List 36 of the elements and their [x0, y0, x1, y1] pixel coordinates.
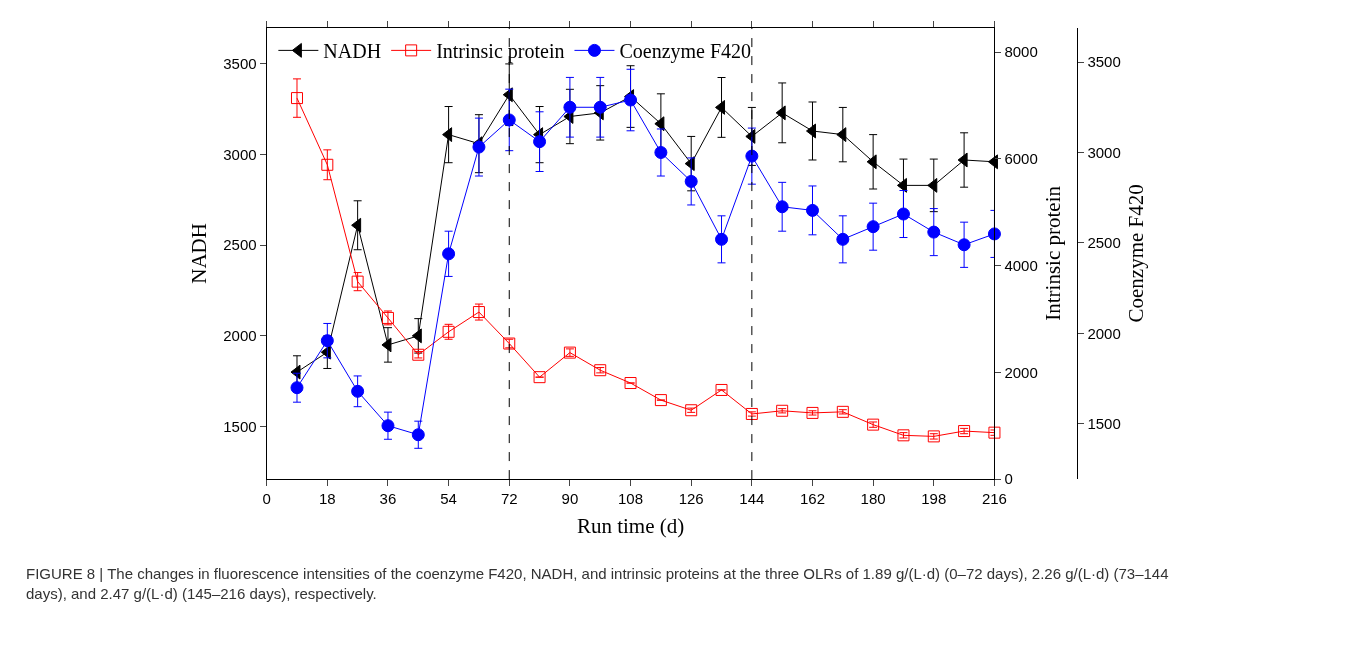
y-tick-label: 2000: [223, 327, 257, 345]
x-tick-label: 72: [500, 490, 518, 508]
legend-label: Coenzyme F420: [619, 40, 752, 64]
x-tick-label: 108: [618, 490, 644, 508]
y2-axis-title: Intrinsic protein: [1041, 185, 1066, 321]
legend-label: Intrinsic protein: [436, 40, 565, 64]
legend-label: NADH: [323, 40, 382, 63]
y3-tick-label: 3500: [1087, 53, 1121, 71]
y-tick-label: 2500: [223, 236, 257, 254]
y2-tick-label: 4000: [1004, 256, 1038, 274]
x-tick-label: 36: [379, 490, 397, 508]
x-tick-label: 180: [860, 490, 886, 508]
y3-tick-label: 2000: [1087, 324, 1121, 342]
caption: FIGURE 8 | The changes in fluorescence intensities of the coenzyme F420, NADH, and intrinsic proteins at the three OLRs of 1.89 g/(L·d) (0–72 days), 2.26 g/(L·d) (73–144 days), and 2.47 g/(L·d) (145–216 days), respectively.: [26, 565, 1169, 602]
y-tick-label: 3000: [223, 145, 257, 163]
y-axis-title: NADH: [187, 223, 212, 284]
x-tick-label: 90: [561, 490, 579, 508]
x-tick-label: 0: [262, 490, 271, 508]
y3-axis-title: Coenzyme F420: [1123, 184, 1148, 323]
x-tick-label: 162: [799, 490, 826, 508]
y2-tick-label: 6000: [1004, 150, 1038, 168]
y-tick-label: 3500: [223, 55, 257, 73]
x-tick-label: 198: [921, 490, 947, 508]
y3-tick-label: 1500: [1087, 415, 1121, 433]
y2-tick-label: 8000: [1004, 43, 1038, 61]
x-tick-label: 18: [318, 490, 336, 508]
x-tick-label: 126: [678, 490, 704, 508]
x-tick-label: 216: [981, 490, 1007, 508]
y-tick-label: 1500: [223, 417, 257, 435]
x-axis-title: Run time (d): [576, 514, 685, 539]
y2-tick-label: 2000: [1004, 363, 1038, 381]
y3-tick-label: 3000: [1087, 143, 1121, 161]
y3-tick-label: 2500: [1087, 234, 1121, 252]
x-tick-label: 144: [739, 490, 765, 508]
x-tick-label: 54: [440, 490, 457, 508]
y2-tick-label: 0: [1004, 470, 1013, 488]
